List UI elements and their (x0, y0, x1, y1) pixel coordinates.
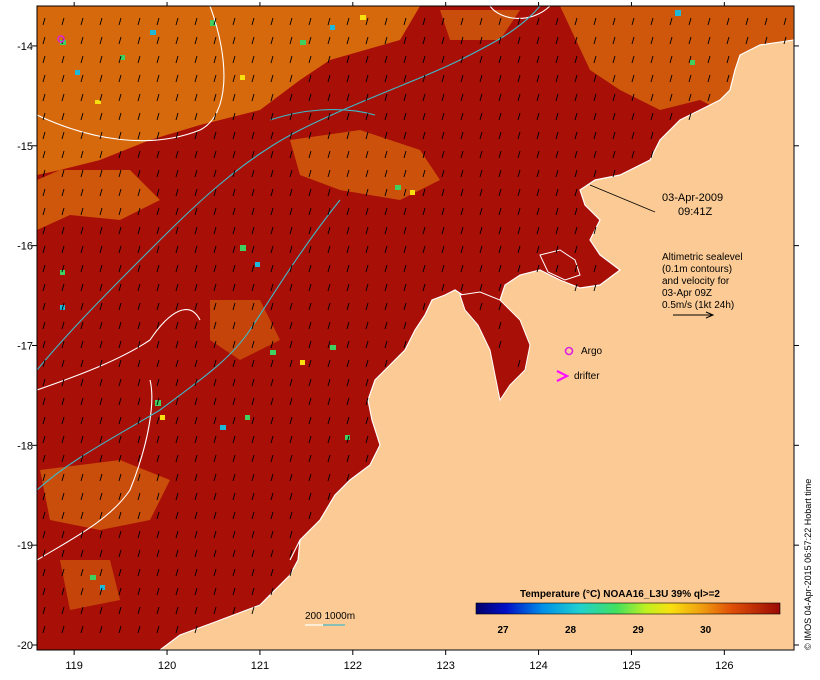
argo-legend: Argo (564, 346, 603, 357)
colorbar-title: Temperature (°C) NOAA16_L3U 39% ql>=2 (520, 589, 720, 600)
x-axis: 119 120 121 122 123 124 125 126 (65, 2, 734, 672)
x-tick-label: 125 (622, 660, 640, 672)
timestamp-leader-line (589, 184, 656, 213)
y-tick-label: -17 (17, 340, 33, 352)
y-tick-label: -14 (17, 41, 33, 53)
credit-text: © IMOS 04-Apr-2015 06:57:22 Hobart time (803, 479, 813, 650)
y-tick-label: -18 (17, 440, 33, 452)
argo-label: Argo (581, 346, 603, 357)
sst-warm-patches (37, 6, 794, 610)
x-tick-label: 119 (65, 660, 83, 672)
x-tick-label: 122 (344, 660, 362, 672)
depth-legend: 200 1000m (305, 611, 355, 626)
colorbar-tick-label: 27 (497, 625, 509, 636)
legend-line-3: and velocity for (662, 276, 730, 287)
velocity-legend: Altimetric sealevel (0.1m contours) and … (662, 252, 743, 319)
bay-inlet (539, 249, 581, 281)
legend-line-1: Altimetric sealevel (662, 252, 743, 263)
legend-line-5: 0.5m/s (1kt 24h) (662, 300, 734, 311)
drifter-legend: drifter (556, 370, 600, 382)
colorbar-gradient (475, 602, 781, 615)
drifter-marker-icon (556, 370, 570, 382)
legend-arrowhead-icon (705, 311, 715, 319)
x-tick-label: 123 (437, 660, 455, 672)
legend-line-4: 03-Apr 09Z (662, 288, 712, 299)
x-tick-label: 126 (715, 660, 733, 672)
y-tick-label: -19 (17, 540, 33, 552)
date-label: 03-Apr-2009 (662, 192, 723, 204)
sealevel-contours (37, 6, 551, 561)
y-tick-label: -15 (17, 141, 33, 153)
drifter-label: drifter (574, 371, 600, 382)
time-label: 09:41Z (678, 206, 713, 218)
colorbar-tick-label: 28 (565, 625, 577, 636)
colorbar: Temperature (°C) NOAA16_L3U 39% ql>=2 27… (475, 589, 781, 636)
x-tick-label: 121 (251, 660, 269, 672)
king-sound (459, 291, 531, 402)
colorbar-tick-label: 29 (633, 625, 645, 636)
legend-line-2: (0.1m contours) (662, 264, 732, 275)
y-tick-label: -16 (17, 241, 33, 253)
x-tick-label: 124 (529, 660, 547, 672)
argo-float-marker (57, 35, 65, 43)
velocity-arrows (42, 17, 787, 634)
argo-marker-icon (564, 346, 574, 356)
depth-label: 200 1000m (305, 611, 355, 622)
y-tick-label: -20 (17, 640, 33, 652)
plot-frame (36, 5, 795, 651)
y-axis: -14 -15 -16 -17 -18 -19 -20 (17, 41, 799, 652)
colorbar-tick-label: 30 (700, 625, 712, 636)
x-tick-label: 120 (158, 660, 176, 672)
